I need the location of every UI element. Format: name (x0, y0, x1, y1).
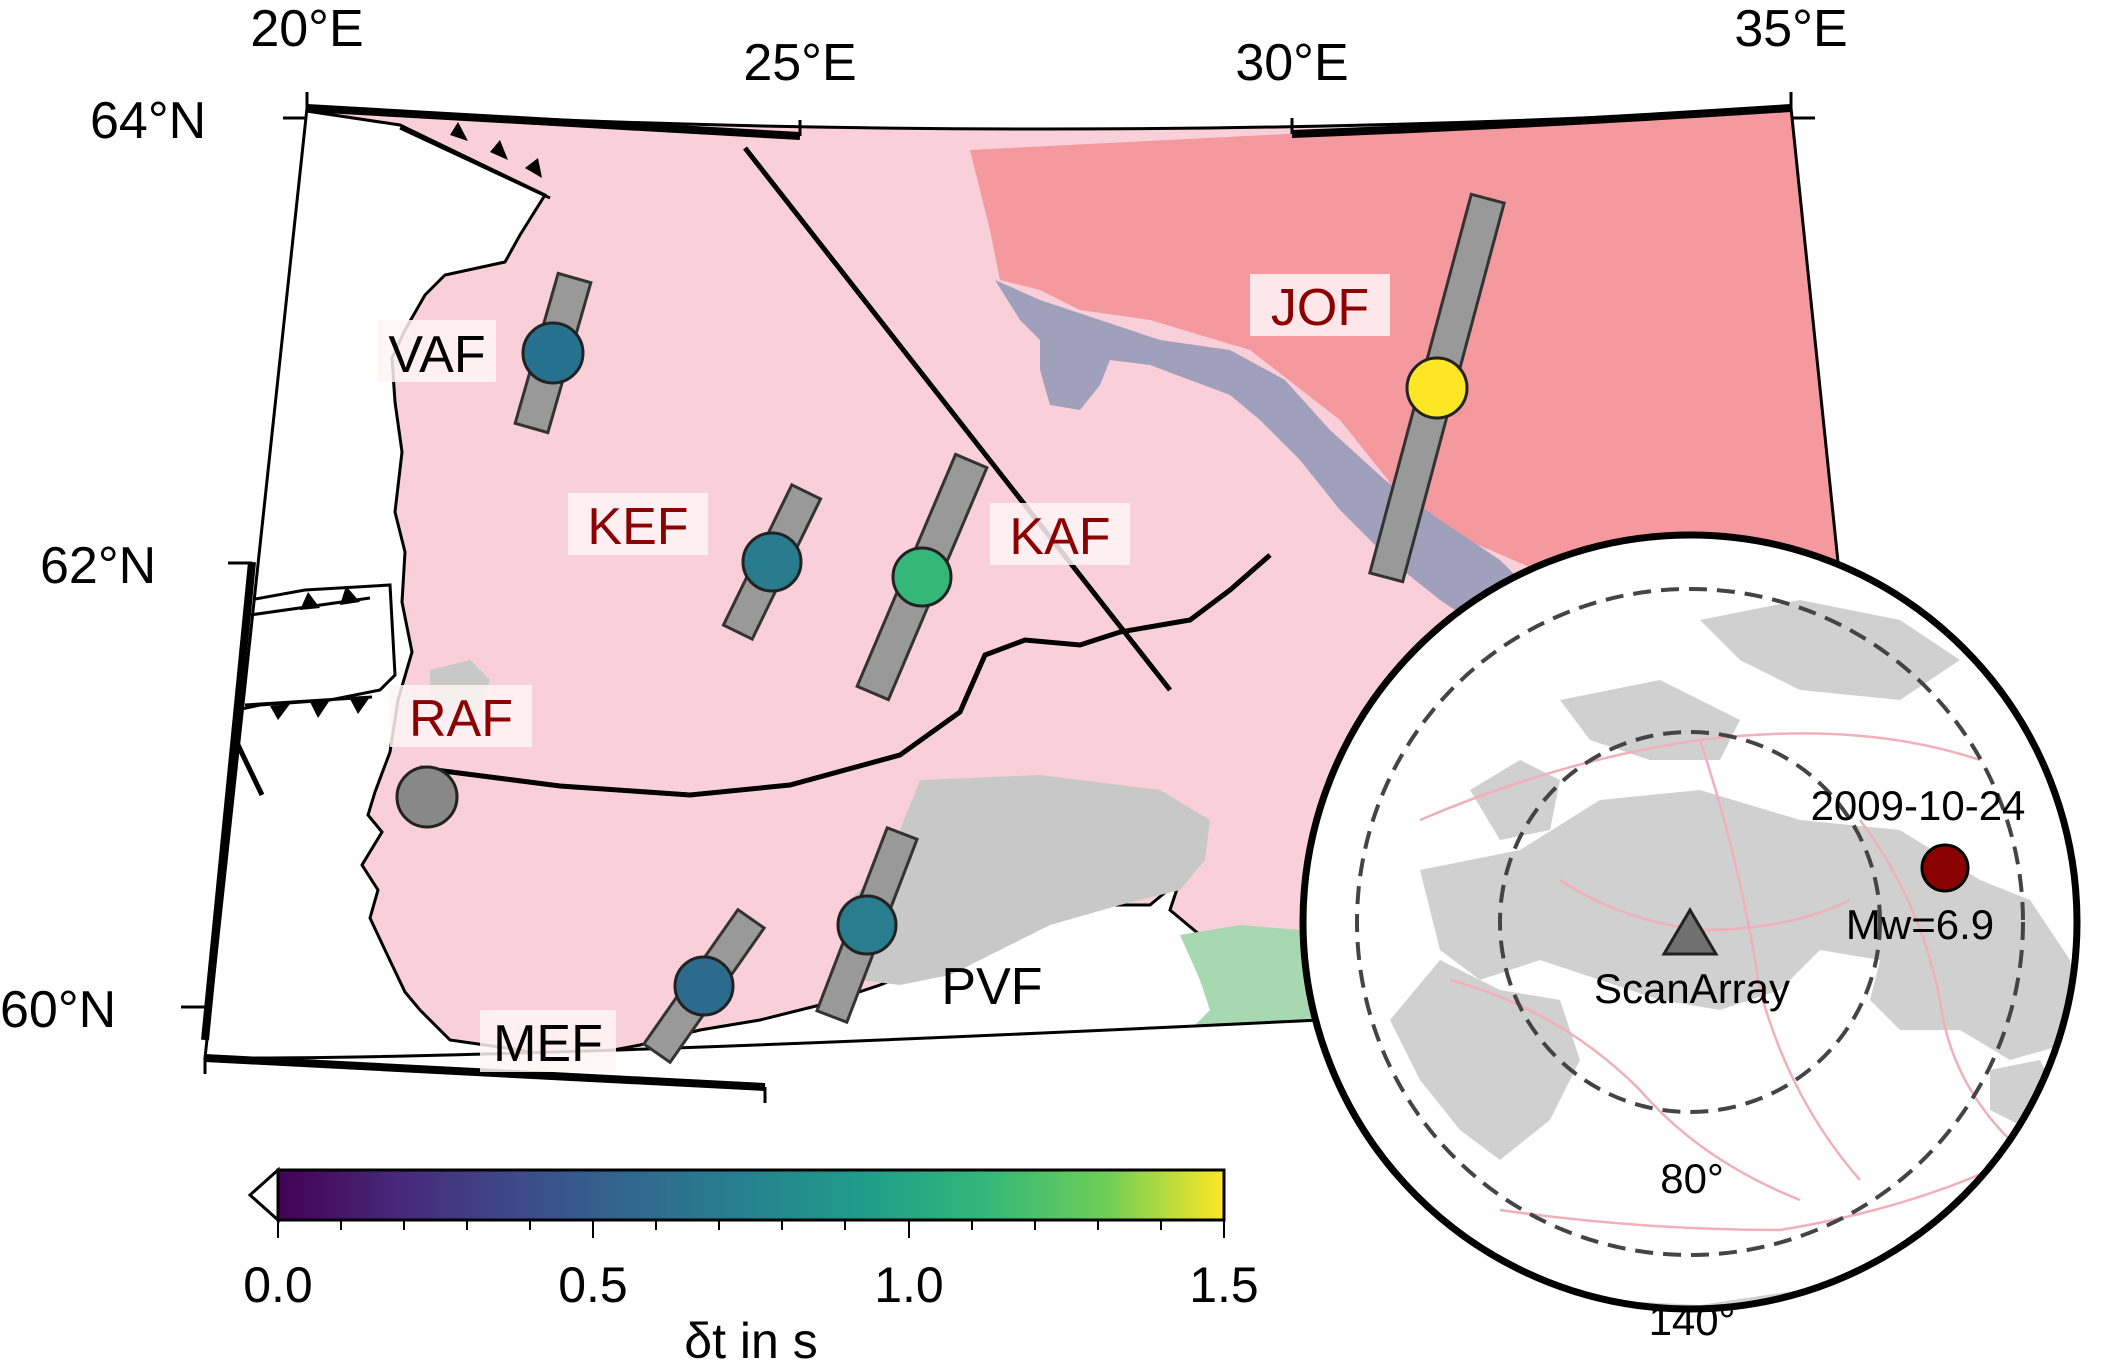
station-mef[interactable] (641, 907, 767, 1065)
colorbar: 0.0 0.5 1.0 1.5 δt in s (243, 1166, 1259, 1363)
event-magnitude-label: Mw=6.9 (1846, 901, 1994, 948)
station-label-mef: MEF (493, 1015, 603, 1073)
colorbar-title: δt in s (684, 1313, 817, 1363)
continent-africa (1390, 960, 1580, 1160)
station-kef[interactable] (721, 482, 823, 642)
distance-ring-140 (1355, 587, 2025, 1257)
colorbar-minor-ticks (277, 1220, 1225, 1238)
station-label-vaf: VAF (388, 326, 485, 384)
label-bg-mef (480, 1010, 616, 1072)
map-frame-thick-bottom (204, 1054, 766, 1091)
station-dot-kef[interactable] (741, 531, 803, 593)
lon-label-20e: 20°E (250, 0, 363, 58)
colorbar-tick-1-0: 1.0 (874, 1257, 944, 1313)
label-bg-kaf (990, 503, 1130, 565)
inset-globe: ScanArray 2009-10-24 Mw=6.9 80° 140° (1299, 531, 2081, 1344)
fault-line-east-west (419, 553, 1272, 798)
lon-label-30e: 30°E (1235, 34, 1348, 92)
station-dot-raf[interactable] (395, 765, 459, 829)
station-label-kaf: KAF (1009, 508, 1110, 566)
station-label-jof: JOF (1271, 279, 1369, 337)
continent-eurasia (1420, 790, 2077, 1060)
station-label-kef: KEF (587, 498, 688, 556)
archean-domain (970, 108, 1838, 580)
label-bg-vaf (378, 320, 496, 382)
scanarray-triangle-icon[interactable] (1661, 907, 1719, 956)
station-jof[interactable] (1368, 192, 1506, 584)
label-bg-jof (1250, 274, 1390, 336)
thrust-front-west-2 (244, 695, 373, 707)
map-frame-thick-top-left (306, 104, 801, 140)
frame-ticks (181, 92, 1815, 1103)
colorbar-tick-0-5: 0.5 (558, 1257, 628, 1313)
station-dot-mef[interactable] (673, 955, 735, 1017)
event-marker[interactable] (1920, 843, 1970, 893)
station-dot-kaf[interactable] (891, 546, 953, 608)
station-dot-vaf[interactable] (521, 321, 585, 385)
thrust-front-north (399, 126, 551, 200)
lon-label-35e: 35°E (1734, 0, 1847, 58)
lat-label-62n: 62°N (40, 537, 156, 595)
station-pvf[interactable] (815, 825, 919, 1025)
continent-north-asia (1700, 600, 1960, 700)
colorbar-tick-0: 0.0 (243, 1257, 313, 1313)
lat-label-60n: 60°N (0, 981, 116, 1039)
station-raf[interactable] (395, 765, 459, 829)
station-vaf[interactable] (513, 271, 593, 435)
thrust-teeth (270, 122, 542, 720)
map-frame-thick-left (201, 561, 256, 1041)
fault-line-nw-se (743, 146, 1172, 692)
label-bg-raf (390, 685, 532, 747)
event-date-label: 2009-10-24 (1811, 782, 2026, 829)
colorbar-gradient (276, 1168, 1226, 1222)
continent-greenland (1470, 760, 1560, 840)
ring-label-80: 80° (1660, 1155, 1724, 1202)
scanarray-label: ScanArray (1594, 965, 1790, 1012)
station-kaf[interactable] (855, 452, 989, 702)
svecofennian-boundary-belt (995, 280, 1560, 640)
ring-label-140: 140° (1649, 1297, 1736, 1344)
distance-ring-80 (1498, 730, 1882, 1114)
label-bg-kef (568, 493, 708, 555)
lat-label-64n: 64°N (90, 92, 206, 150)
colorbar-underflow-triangle (247, 1166, 280, 1224)
station-label-pvf: PVF (941, 958, 1042, 1016)
inset-border (1299, 531, 2081, 1313)
map-frame-thick-top-right (1291, 104, 1792, 138)
station-dot-pvf[interactable] (836, 894, 898, 956)
colorbar-tick-1-5: 1.5 (1189, 1257, 1259, 1313)
rapakivi-granite-pvf (840, 775, 1210, 985)
lon-label-25e: 25°E (743, 34, 856, 92)
station-label-raf: RAF (409, 690, 513, 748)
fault-segment-sw (235, 743, 265, 797)
station-dot-jof[interactable] (1405, 356, 1469, 420)
